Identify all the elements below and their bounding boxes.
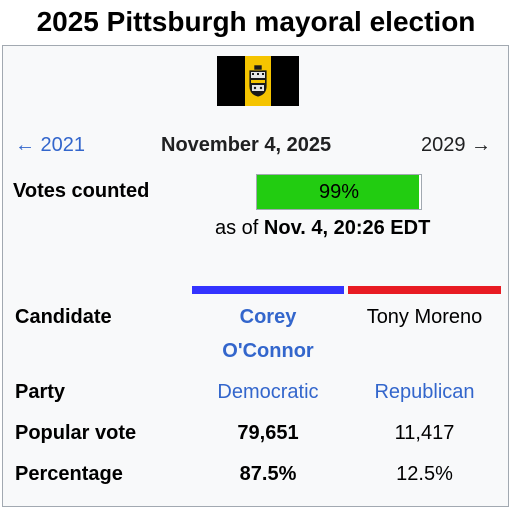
progress-percent: 99% [318, 181, 360, 203]
row-label-popular-vote: Popular vote [15, 422, 137, 444]
republican-party-color-bar [348, 286, 501, 294]
democratic-party-color-bar [192, 286, 344, 294]
party-link-democratic[interactable]: Democratic [217, 381, 319, 403]
candidate-name-line1: Corey [239, 306, 297, 328]
popular-vote-moreno: 11,417 [394, 422, 455, 444]
pittsburgh-flag-icon[interactable] [217, 56, 299, 106]
percentage-moreno: 12.5% [396, 463, 453, 485]
as-of-prefix: as of [215, 217, 264, 239]
election-date: November 4, 2025 [161, 134, 332, 156]
popular-vote-oconnor: 79,651 [237, 422, 299, 444]
as-of-value: Nov. 4, 20:26 EDT [263, 217, 431, 239]
as-of-timestamp: as of Nov. 4, 20:26 EDT [215, 214, 430, 242]
row-label-candidate: Candidate [15, 306, 112, 328]
percentage-oconnor: 87.5% [239, 463, 297, 485]
row-label-party: Party [15, 381, 66, 403]
votes-counted-label: Votes counted [13, 180, 150, 202]
previous-election-link[interactable]: ← 2021 [15, 134, 86, 156]
page-title: 2025 Pittsburgh mayoral election [36, 6, 476, 37]
candidate-name-link-oconnor[interactable]: Corey O'Connor [192, 300, 344, 368]
crest-icon [248, 64, 268, 98]
party-link-republican[interactable]: Republican [374, 381, 475, 403]
infobox [2, 45, 509, 507]
votes-counted-progress-bar: 99% [256, 174, 422, 210]
candidate-name-line2: O'Connor [222, 340, 314, 362]
candidate-name-moreno[interactable]: Tony Moreno [366, 306, 483, 328]
progress-fill [257, 175, 420, 209]
next-election-link[interactable]: 2029 → [421, 134, 492, 156]
row-label-percentage: Percentage [15, 463, 123, 485]
